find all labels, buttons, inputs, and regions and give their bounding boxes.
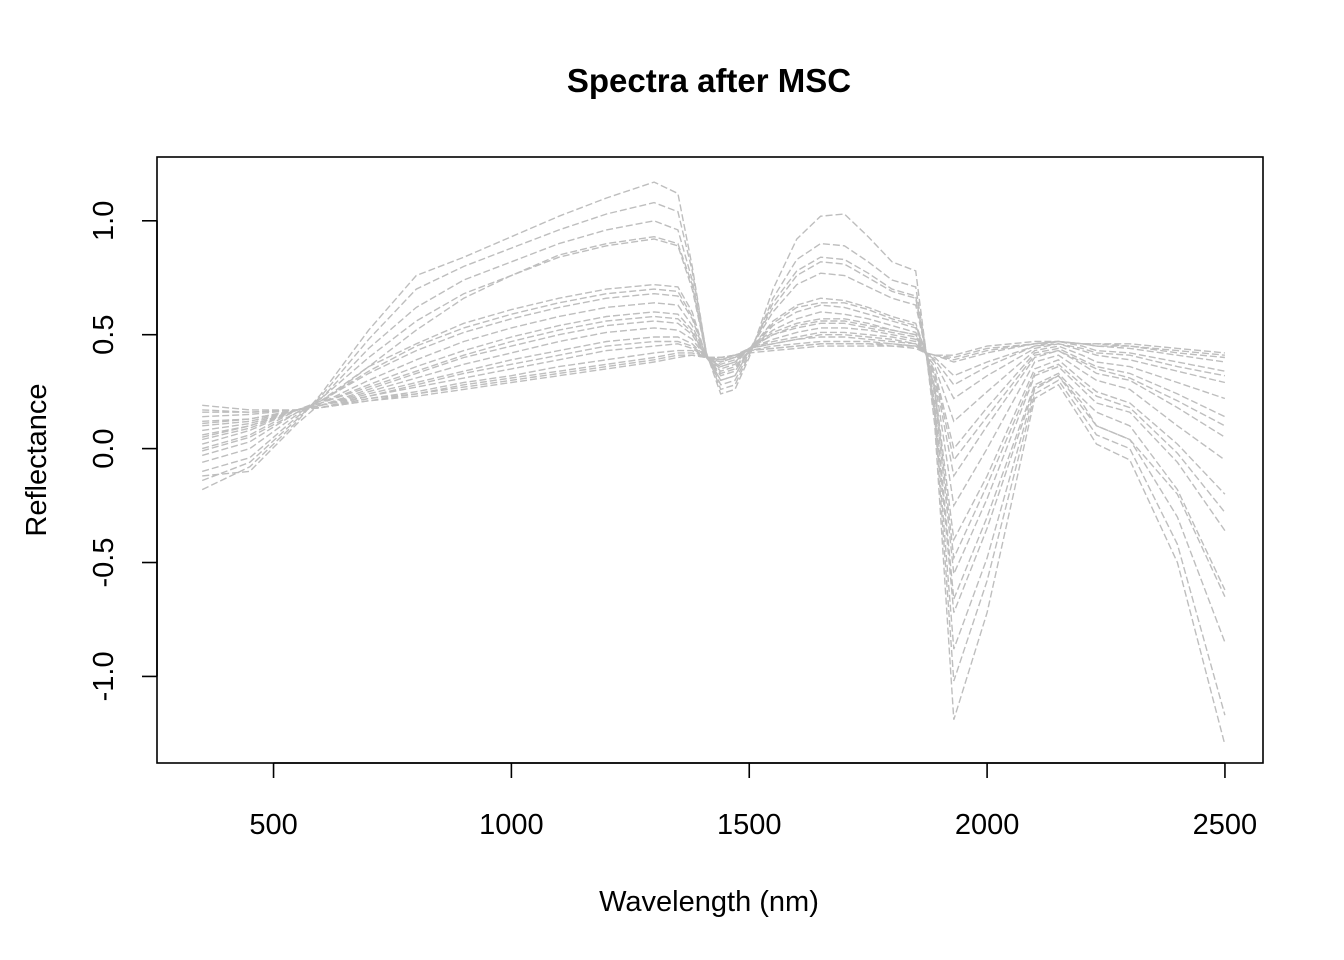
series-line-4 (202, 239, 1225, 599)
series-line-2 (202, 203, 1225, 716)
series-line-18 (202, 317, 1225, 461)
x-axis: 500 1000 1500 2000 2500 (249, 763, 1257, 841)
series-line-6 (202, 294, 1225, 540)
x-tick-label: 500 (249, 809, 297, 841)
y-tick-label: 0.5 (88, 315, 120, 355)
x-tick-label: 2500 (1193, 809, 1258, 841)
chart: Spectra after MSC 500 1000 1500 2000 2500 -1… (0, 0, 1344, 960)
series-line-9 (202, 321, 1225, 449)
x-tick-label: 2000 (955, 809, 1020, 841)
series-line-1 (202, 182, 1225, 745)
series-line-3 (202, 221, 1225, 649)
series-line-5 (202, 285, 1225, 574)
y-tick-label: 1.0 (88, 201, 120, 241)
series-line-17 (202, 289, 1225, 558)
plot-frame (157, 157, 1263, 763)
x-tick-label: 1500 (717, 809, 782, 841)
series-line-16 (202, 237, 1225, 613)
x-tick-label: 1000 (479, 809, 544, 841)
y-tick-label: 0.0 (88, 428, 120, 468)
y-tick-label: -1.0 (88, 651, 120, 701)
y-tick-label: -0.5 (88, 538, 120, 588)
chart-title: Spectra after MSC (567, 62, 851, 99)
series-layer (202, 182, 1225, 745)
x-axis-title: Wavelength (nm) (599, 886, 819, 918)
y-axis: -1.0 -0.5 0.0 0.5 1.0 (88, 201, 157, 702)
y-axis-title: Reflectance (21, 383, 53, 536)
